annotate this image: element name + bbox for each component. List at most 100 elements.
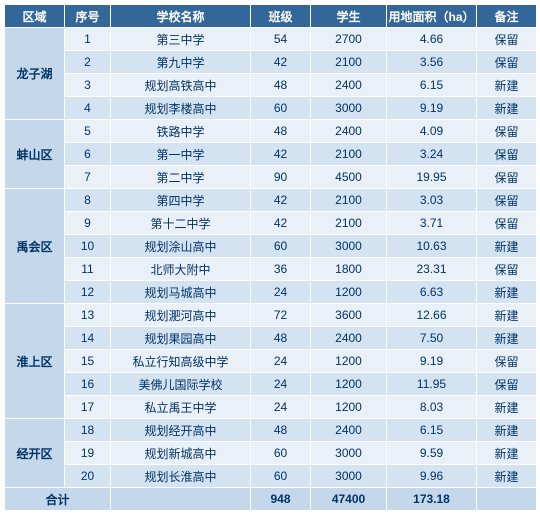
table-row: 蚌山区5铁路中学4824004.09保留	[5, 120, 537, 143]
table-row: 龙子湖1第三中学5427004.66保留	[5, 28, 537, 51]
table-row: 4规划李楼高中6030009.19新建	[5, 97, 537, 120]
area-cell: 7.50	[387, 327, 477, 350]
area-cell: 3.71	[387, 212, 477, 235]
class-cell: 90	[251, 166, 311, 189]
area-cell: 3.56	[387, 51, 477, 74]
note-cell: 保留	[477, 28, 537, 51]
note-cell: 保留	[477, 350, 537, 373]
students-cell: 2400	[311, 327, 387, 350]
region-cell: 淮上区	[5, 304, 65, 419]
total-note	[477, 488, 537, 511]
idx-cell: 18	[65, 419, 111, 442]
note-cell: 新建	[477, 97, 537, 120]
school-planning-table: 区域 序号 学校名称 班级 学生 用地面积（ha） 备注 龙子湖1第三中学542…	[4, 4, 537, 511]
table-row: 14规划果园高中4824007.50新建	[5, 327, 537, 350]
header-index: 序号	[65, 5, 111, 28]
students-cell: 2100	[311, 212, 387, 235]
students-cell: 2400	[311, 74, 387, 97]
area-cell: 8.03	[387, 396, 477, 419]
note-cell: 保留	[477, 166, 537, 189]
name-cell: 规划果园高中	[111, 327, 251, 350]
region-cell: 禹会区	[5, 189, 65, 304]
area-cell: 19.95	[387, 166, 477, 189]
students-cell: 1200	[311, 350, 387, 373]
header-note: 备注	[477, 5, 537, 28]
table-row: 7第二中学90450019.95保留	[5, 166, 537, 189]
name-cell: 私立禹王中学	[111, 396, 251, 419]
note-cell: 保留	[477, 258, 537, 281]
header-name: 学校名称	[111, 5, 251, 28]
name-cell: 美佛儿国际学校	[111, 373, 251, 396]
class-cell: 54	[251, 28, 311, 51]
idx-cell: 17	[65, 396, 111, 419]
class-cell: 48	[251, 74, 311, 97]
name-cell: 第十二中学	[111, 212, 251, 235]
idx-cell: 10	[65, 235, 111, 258]
area-cell: 3.24	[387, 143, 477, 166]
idx-cell: 20	[65, 465, 111, 488]
name-cell: 第二中学	[111, 166, 251, 189]
table-row: 经开区18规划经开高中4824006.15新建	[5, 419, 537, 442]
header-students: 学生	[311, 5, 387, 28]
students-cell: 3600	[311, 304, 387, 327]
students-cell: 3000	[311, 235, 387, 258]
name-cell: 第四中学	[111, 189, 251, 212]
class-cell: 60	[251, 465, 311, 488]
table-row: 20规划长淮高中6030009.96新建	[5, 465, 537, 488]
region-cell: 龙子湖	[5, 28, 65, 120]
note-cell: 保留	[477, 51, 537, 74]
class-cell: 42	[251, 51, 311, 74]
name-cell: 第三中学	[111, 28, 251, 51]
area-cell: 11.95	[387, 373, 477, 396]
area-cell: 9.19	[387, 350, 477, 373]
table-row: 禹会区8第四中学4221003.03保留	[5, 189, 537, 212]
idx-cell: 5	[65, 120, 111, 143]
note-cell: 新建	[477, 74, 537, 97]
class-cell: 48	[251, 120, 311, 143]
total-students: 47400	[311, 488, 387, 511]
students-cell: 2700	[311, 28, 387, 51]
name-cell: 规划长淮高中	[111, 465, 251, 488]
class-cell: 24	[251, 281, 311, 304]
idx-cell: 15	[65, 350, 111, 373]
table-row: 6第一中学4221003.24保留	[5, 143, 537, 166]
students-cell: 1200	[311, 396, 387, 419]
idx-cell: 19	[65, 442, 111, 465]
students-cell: 1800	[311, 258, 387, 281]
table-row: 16美佛儿国际学校24120011.95保留	[5, 373, 537, 396]
header-class: 班级	[251, 5, 311, 28]
idx-cell: 16	[65, 373, 111, 396]
area-cell: 3.03	[387, 189, 477, 212]
header-region: 区域	[5, 5, 65, 28]
note-cell: 保留	[477, 373, 537, 396]
name-cell: 北师大附中	[111, 258, 251, 281]
area-cell: 23.31	[387, 258, 477, 281]
idx-cell: 13	[65, 304, 111, 327]
name-cell: 规划高铁高中	[111, 74, 251, 97]
note-cell: 新建	[477, 327, 537, 350]
area-cell: 4.66	[387, 28, 477, 51]
note-cell: 新建	[477, 396, 537, 419]
students-cell: 2400	[311, 120, 387, 143]
class-cell: 42	[251, 212, 311, 235]
name-cell: 规划新城高中	[111, 442, 251, 465]
note-cell: 新建	[477, 281, 537, 304]
students-cell: 3000	[311, 442, 387, 465]
idx-cell: 9	[65, 212, 111, 235]
header-area: 用地面积（ha）	[387, 5, 477, 28]
name-cell: 规划马城高中	[111, 281, 251, 304]
total-label: 合计	[5, 488, 111, 511]
table-row: 19规划新城高中6030009.59新建	[5, 442, 537, 465]
table-row: 15私立行知高级中学2412009.19保留	[5, 350, 537, 373]
table-row: 10规划涂山高中60300010.63新建	[5, 235, 537, 258]
name-cell: 规划李楼高中	[111, 97, 251, 120]
students-cell: 4500	[311, 166, 387, 189]
students-cell: 1200	[311, 281, 387, 304]
students-cell: 2100	[311, 143, 387, 166]
note-cell: 新建	[477, 465, 537, 488]
total-row: 合计94847400173.18	[5, 488, 537, 511]
total-blank	[111, 488, 251, 511]
students-cell: 1200	[311, 373, 387, 396]
name-cell: 私立行知高级中学	[111, 350, 251, 373]
note-cell: 保留	[477, 212, 537, 235]
